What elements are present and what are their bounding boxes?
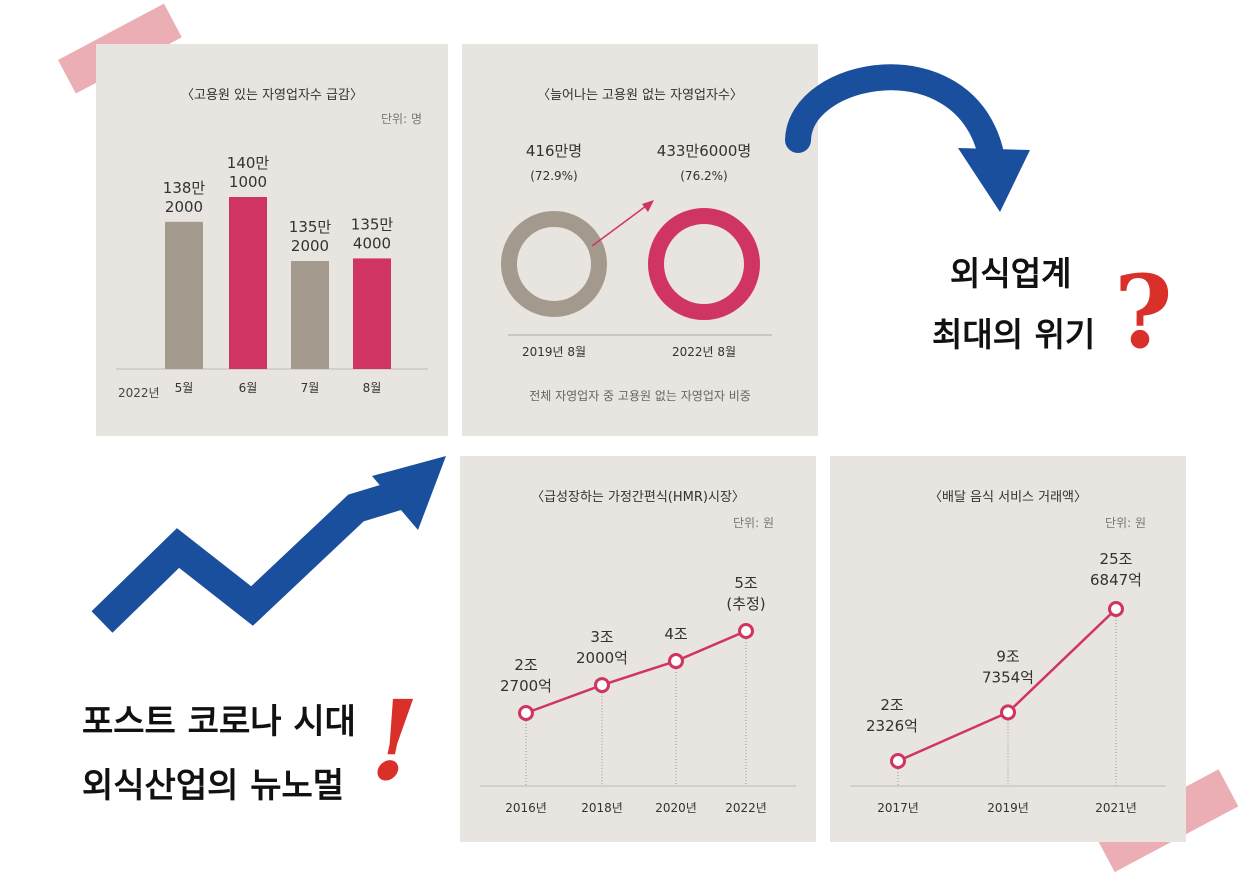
bar [291, 261, 329, 369]
panel-hmr-market: 〈급성장하는 가정간편식(HMR)시장〉 단위: 원 2조 2700억 2016년 3… [460, 456, 816, 842]
data-label: 4000 [353, 234, 391, 252]
data-label: 25조 [1100, 550, 1133, 568]
data-label: 2700억 [500, 677, 552, 695]
percent-label: (76.2%) [680, 169, 727, 183]
tick-label: 6월 [239, 381, 258, 395]
exclamation-mark-icon: ! [356, 676, 433, 805]
chart-title: 〈늘어나는 고용원 없는 자영업자수〉 [537, 88, 743, 103]
donut-ring [648, 208, 760, 320]
chart-title: 〈배달 음식 서비스 거래액〉 [929, 490, 1087, 505]
delivery-line-chart: 2조 2326억 2017년 9조 7354억 2019년 25조 6847억 2021년 [850, 550, 1166, 815]
headline-bottom-line2: 외식산업의 뉴노멀 [82, 766, 345, 806]
series-line [525, 629, 747, 715]
unit-label: 단위: 명 [381, 112, 422, 126]
tick-label: 2019년 [987, 801, 1029, 815]
tick-label: 2020년 [655, 801, 697, 815]
tick-label: 2017년 [877, 801, 919, 815]
data-label: 416만명 [526, 142, 582, 160]
data-label: 2000억 [576, 649, 628, 667]
bar [229, 197, 267, 369]
data-label: 2조 [514, 656, 538, 674]
data-label: 2000 [165, 198, 203, 216]
data-point [1108, 601, 1124, 617]
data-point [890, 753, 906, 769]
chart-title: 〈급성장하는 가정간편식(HMR)시장〉 [531, 490, 745, 505]
hmr-line-chart: 2조 2700억 2016년 3조 2000억 2018년 4조 2020년 5조 (추정) 202… [480, 574, 796, 815]
data-label: 2326억 [866, 717, 918, 735]
data-point [738, 623, 754, 639]
data-label: 135만 [351, 215, 394, 233]
tick-label: 8월 [363, 381, 382, 395]
tick-label: 2016년 [505, 801, 547, 815]
headline-top-line2: 최대의 위기 [932, 315, 1096, 354]
percent-label: (72.9%) [530, 169, 577, 183]
data-label: 5조 [734, 574, 758, 592]
donut-chart: 416만명 (72.9%) 2019년 8월 433만6000명 (76.2%) 2022… [501, 142, 772, 359]
data-label: 7354억 [982, 668, 1034, 686]
chart-title: 〈고용원 있는 자영업자수 급감〉 [181, 88, 363, 103]
data-point [594, 677, 610, 694]
bar [165, 221, 203, 369]
data-label: 433만6000명 [657, 142, 751, 160]
bar [353, 258, 391, 369]
unit-label: 단위: 원 [733, 516, 774, 530]
data-label: 1000 [229, 173, 267, 191]
panel-self-employed-with-staff: 〈고용원 있는 자영업자수 급감〉 단위: 명 138만 2000 5월 140만 10… [96, 44, 448, 436]
data-label: 9조 [996, 647, 1020, 665]
question-mark-icon: ? [1114, 253, 1173, 371]
tick-label: 2021년 [1095, 801, 1137, 815]
panel-delivery-transactions: 〈배달 음식 서비스 거래액〉 단위: 원 2조 2326억 2017년 9조 7354… [830, 456, 1186, 842]
data-label: 2조 [880, 696, 904, 714]
growth-arrow-line [591, 205, 647, 247]
data-label: 4조 [664, 625, 688, 643]
data-label: 140만 [227, 154, 270, 172]
headline-bottom-line1: 포스트 코로나 시대 [82, 702, 356, 742]
data-point [1000, 704, 1016, 721]
tick-label: 2019년 8월 [522, 345, 586, 359]
unit-label: 단위: 원 [1105, 516, 1146, 530]
tick-label: 5월 [175, 381, 194, 395]
data-label: 2000 [291, 237, 329, 255]
data-point [668, 653, 684, 670]
tick-label: 2018년 [581, 801, 623, 815]
data-label: (추정) [726, 595, 765, 613]
data-label: 138만 [163, 179, 206, 197]
donut-ring [501, 211, 607, 317]
tick-label: 2022년 [725, 801, 767, 815]
data-point [518, 705, 534, 721]
data-label: 135만 [289, 218, 332, 236]
data-label: 6847억 [1090, 571, 1142, 589]
footnote: 전체 자영업자 중 고용원 없는 자영업자 비중 [529, 389, 751, 403]
tick-label: 7월 [301, 381, 320, 395]
year-label: 2022년 [118, 386, 160, 400]
panel-self-employed-no-staff: 〈늘어나는 고용원 없는 자영업자수〉 416만명 (72.9%) 2019년 8월… [462, 44, 818, 436]
data-label: 3조 [590, 628, 614, 646]
growth-arrow-head-icon [642, 200, 654, 212]
tick-label: 2022년 8월 [672, 345, 736, 359]
headline-top-line1: 외식업계 [950, 254, 1072, 293]
